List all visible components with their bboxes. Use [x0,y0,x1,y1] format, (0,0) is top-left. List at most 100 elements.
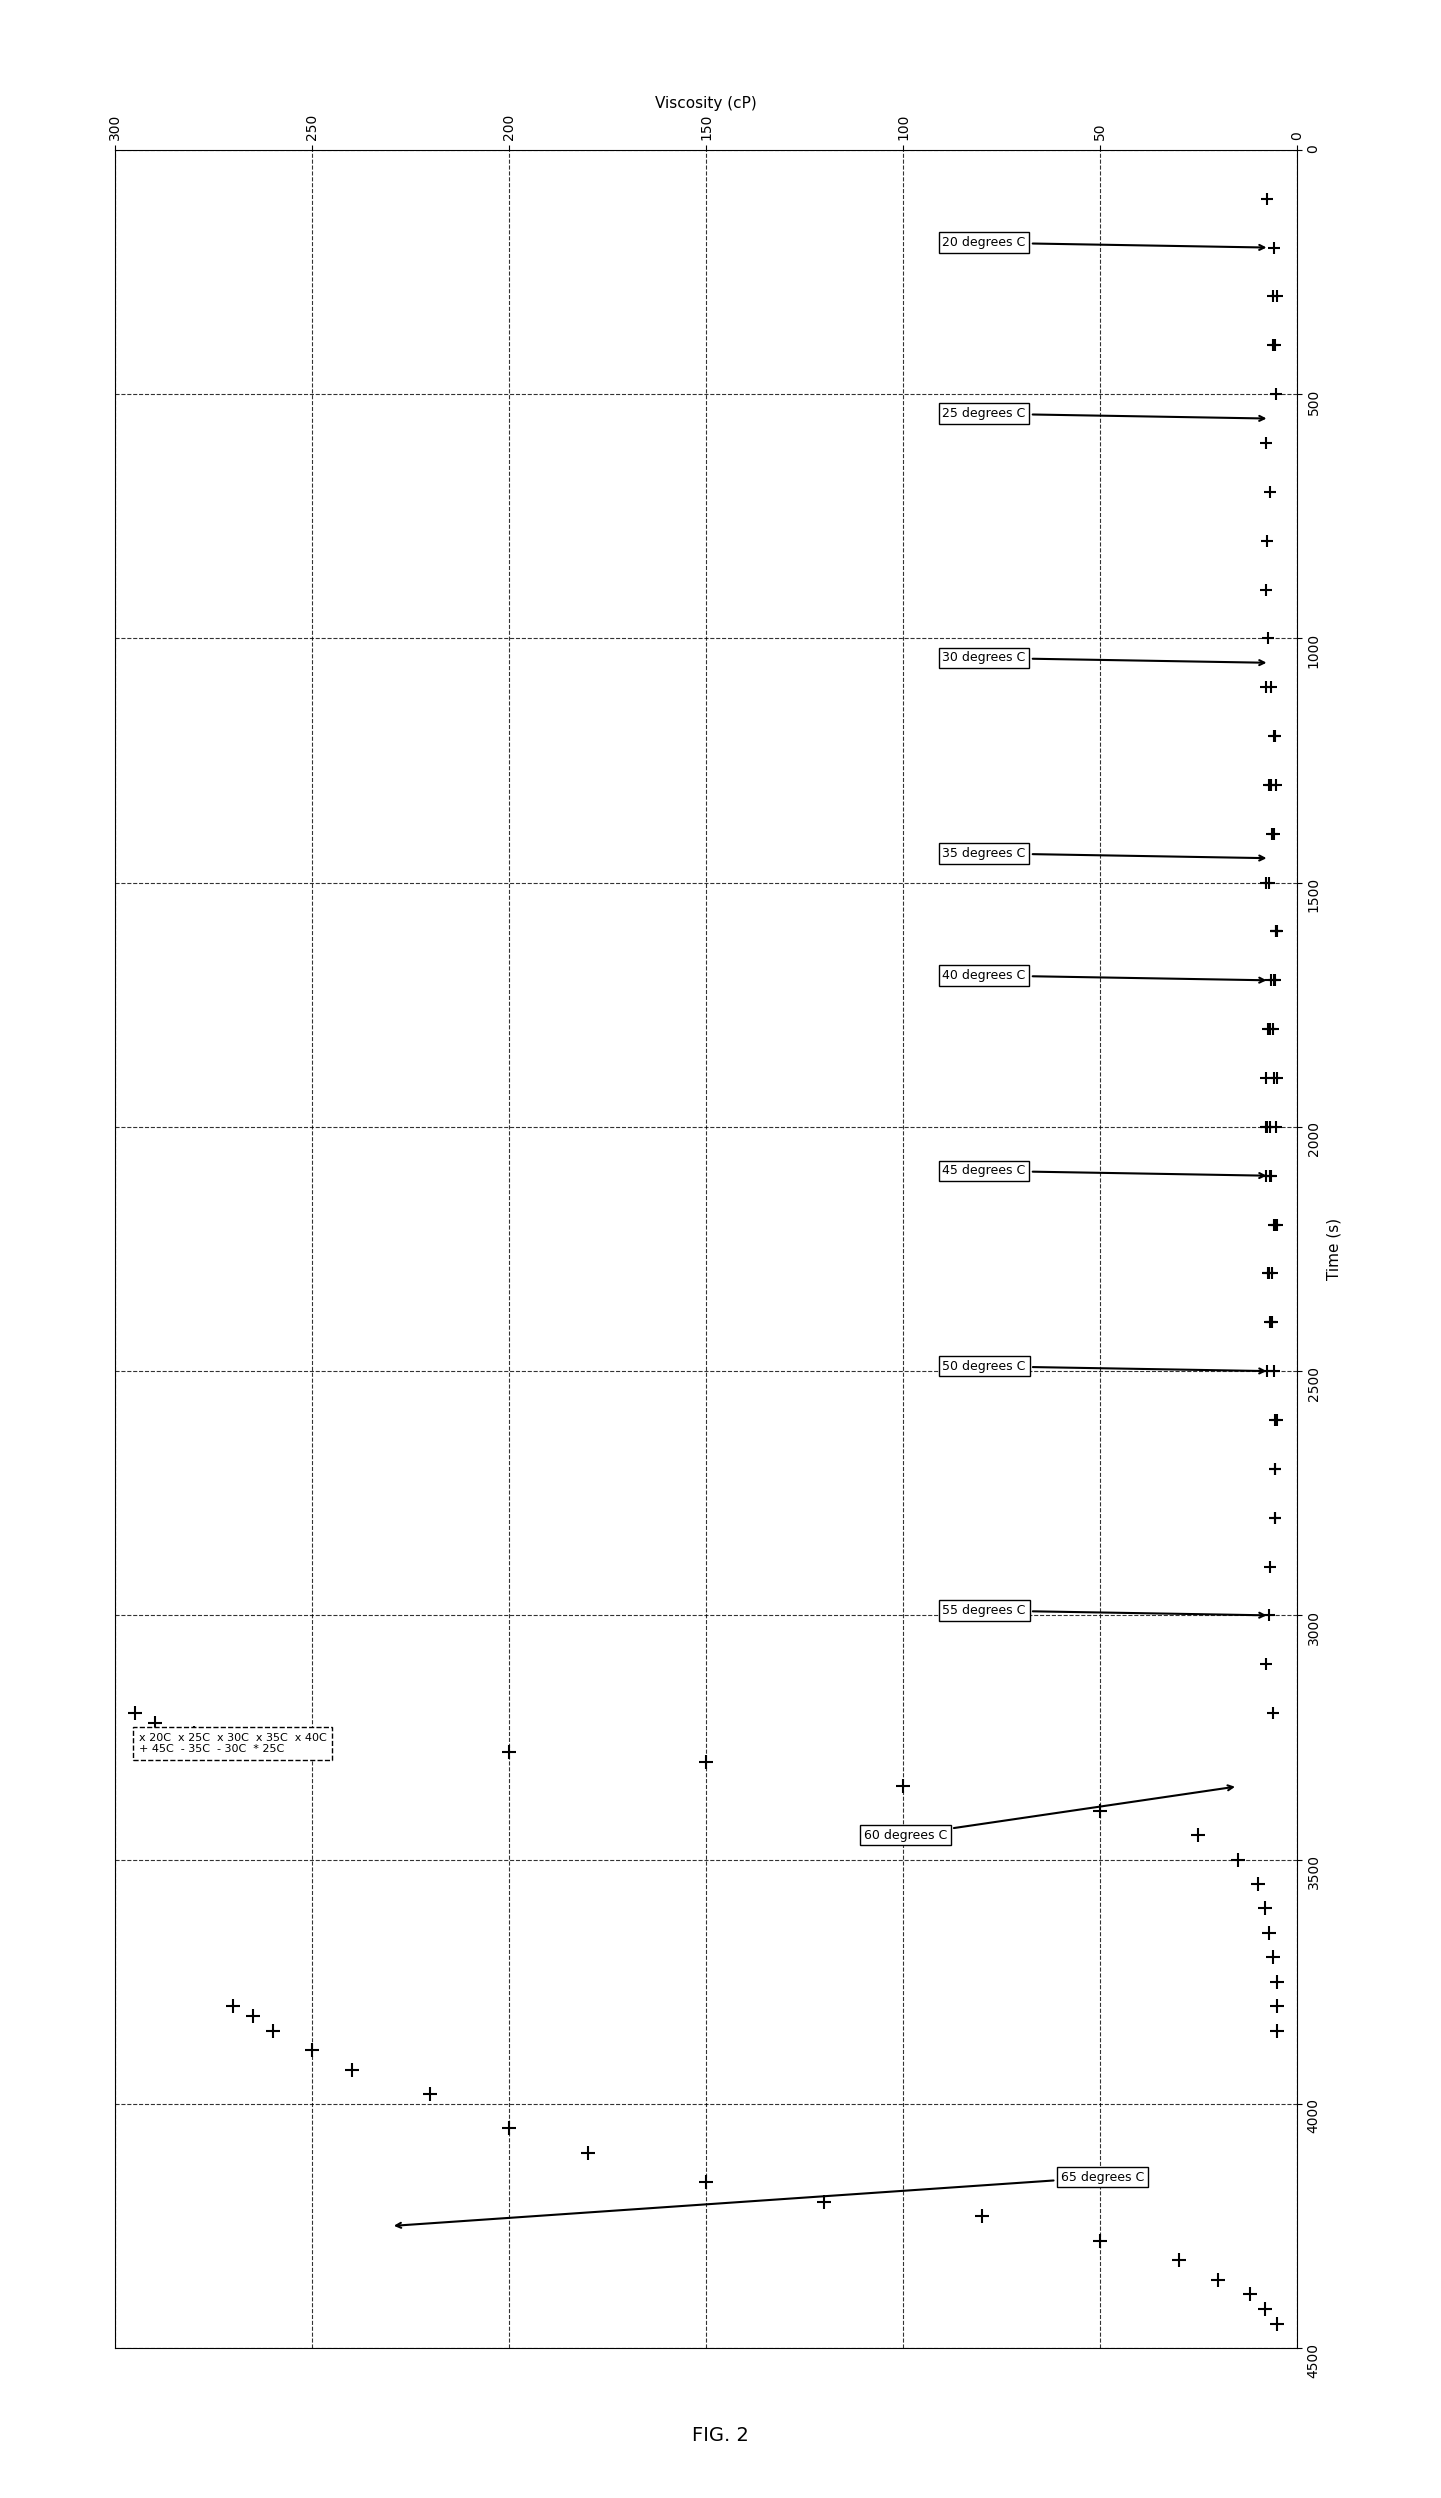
Point [1264,1107,1287,1147]
Text: 25 degrees C: 25 degrees C [942,407,1264,420]
Point [1262,717,1285,757]
Point [1261,1009,1284,1049]
Point [813,2181,836,2221]
Point [1258,1546,1281,1586]
Point [1264,1204,1287,1244]
Text: 35 degrees C: 35 degrees C [942,847,1264,859]
Point [1264,717,1287,757]
Point [1257,1596,1280,1636]
Point [1264,1499,1287,1539]
Point [222,1986,245,2026]
Point [1265,375,1288,415]
Point [1265,912,1288,952]
Point [1258,472,1281,512]
Point [1258,764,1281,804]
Point [1167,2241,1190,2281]
Text: 65 degrees C: 65 degrees C [396,2171,1144,2228]
Point [497,2108,520,2148]
Point [1264,764,1287,804]
Point [695,1741,718,1781]
Point [1262,959,1285,999]
Point [1259,667,1282,707]
Point [1264,1449,1287,1489]
Point [301,2031,324,2071]
Point [1255,570,1278,610]
Point [1257,180,1280,220]
Point [1261,814,1284,854]
Point [1258,1301,1281,1341]
Point [1262,1351,1285,1391]
Point [1257,1009,1280,1049]
Point [1257,620,1280,659]
Point [1088,1791,1111,1831]
Point [261,2011,284,2051]
Point [1265,1204,1288,1244]
Point [1255,520,1278,560]
Point [242,1996,265,2036]
Point [1255,1107,1278,1147]
Point [1264,959,1287,999]
Point [1265,912,1288,952]
Point [1254,1888,1277,1928]
Point [1258,862,1281,902]
Point [1246,1864,1270,1903]
Point [1255,1644,1278,1684]
Point [1258,1157,1281,1197]
Point [1258,1913,1281,1953]
Point [1255,422,1278,462]
Point [143,1704,166,1744]
Point [1262,814,1285,854]
Point [1259,1157,1282,1197]
Point [1262,325,1285,365]
Point [1254,667,1277,707]
Point [1259,1301,1282,1341]
Point [1264,1399,1287,1439]
Text: 55 degrees C: 55 degrees C [942,1604,1264,1619]
Point [1265,1986,1288,2026]
Point [1088,2221,1111,2261]
Point [1262,1938,1285,1978]
Point [301,1724,324,1764]
Point [1261,277,1284,317]
Point [1265,2011,1288,2051]
Point [183,1714,206,1754]
Point [497,1731,520,1771]
Point [970,2196,993,2236]
Text: 30 degrees C: 30 degrees C [942,652,1264,664]
Point [1187,1816,1210,1856]
Point [1261,1694,1284,1734]
Point [1255,1351,1278,1391]
Text: FIG. 2: FIG. 2 [692,2426,749,2446]
Point [1265,277,1288,317]
Point [1264,1449,1287,1489]
Point [1254,2288,1277,2328]
Text: 60 degrees C: 60 degrees C [863,1786,1232,1841]
Text: x 20C  x 25C  x 30C  x 35C  x 40C
+ 45C  - 35C  - 30C  * 25C: x 20C x 25C x 30C x 35C x 40C + 45C - 35… [138,1734,327,1754]
Point [340,2051,363,2091]
Point [1258,1107,1281,1147]
Text: 50 degrees C: 50 degrees C [942,1359,1264,1374]
Point [1254,1157,1277,1197]
Point [1259,959,1282,999]
Point [419,2073,442,2113]
Point [1238,2273,1261,2313]
Y-axis label: Time (s): Time (s) [1326,1219,1342,1279]
Point [1265,2303,1288,2343]
Point [1261,1301,1284,1341]
Point [576,2133,599,2173]
Point [1257,1107,1280,1147]
Point [1265,1961,1288,2001]
Point [1257,1254,1280,1294]
Point [1265,912,1288,952]
Text: 45 degrees C: 45 degrees C [942,1164,1264,1179]
Point [695,2163,718,2203]
Point [124,1694,147,1734]
Point [1262,227,1285,267]
Point [1255,862,1278,902]
Point [892,1766,915,1806]
Point [1258,1254,1281,1294]
Point [1264,325,1287,365]
Point [1226,1839,1249,1878]
Point [1262,1204,1285,1244]
Text: 40 degrees C: 40 degrees C [942,969,1264,982]
